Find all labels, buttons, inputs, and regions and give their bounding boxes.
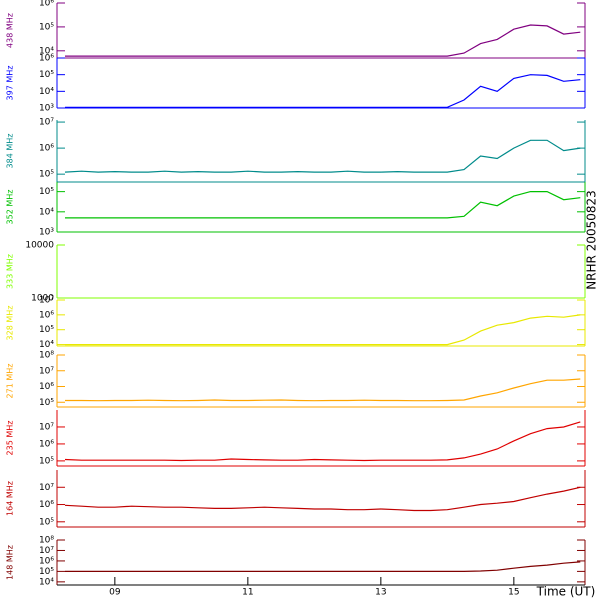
y-tick-label: 10000	[25, 241, 54, 251]
y-tick-label: 10⁵	[39, 22, 54, 32]
data-line	[65, 191, 581, 219]
y-axis-label: 333 MHz	[6, 254, 15, 289]
data-line	[65, 314, 581, 346]
data-line	[64, 486, 581, 512]
y-axis-label: 397 MHz	[6, 66, 15, 101]
y-tick-label: 10⁷	[39, 422, 54, 432]
y-axis-label: 352 MHz	[6, 190, 15, 225]
y-tick-label: 10⁷	[39, 296, 54, 306]
y-tick-label: 10⁵	[39, 325, 54, 335]
y-tick-label: 10⁶	[39, 556, 54, 566]
y-tick-label: 10⁴	[39, 340, 54, 350]
y-tick-label: 10⁸	[39, 536, 54, 546]
x-tick-label: 09	[109, 588, 121, 598]
y-tick-label: 10⁷	[39, 366, 54, 376]
y-tick-label: 10⁶	[39, 382, 54, 392]
y-axis-label: 438 MHz	[6, 13, 15, 48]
y-tick-label: 10⁶	[39, 0, 54, 9]
x-axis-label: Time (UT)	[536, 585, 596, 599]
data-line	[65, 74, 581, 108]
y-tick-label: 10³	[39, 104, 54, 114]
y-tick-label: 10⁴	[39, 46, 54, 56]
y-tick-label: 10⁵	[39, 398, 54, 408]
y-tick-label: 10⁶	[39, 500, 54, 510]
y-tick-label: 10⁴	[39, 87, 54, 97]
side-label: NRHR 20050823	[585, 190, 599, 290]
y-tick-label: 10⁶	[39, 310, 54, 320]
y-tick-label: 10⁵	[39, 456, 54, 466]
y-tick-label: 10⁷	[39, 483, 54, 493]
y-tick-label: 10⁷	[39, 546, 54, 556]
y-tick-label: 10⁵	[39, 187, 54, 197]
y-tick-label: 10⁴	[39, 577, 54, 587]
y-tick-label: 10⁶	[39, 144, 54, 154]
y-axis-label: 235 MHz	[6, 421, 15, 456]
y-axis-label: 271 MHz	[6, 364, 15, 399]
x-tick-label: 15	[508, 588, 519, 598]
y-tick-label: 10⁵	[39, 170, 54, 180]
y-tick-label: 10³	[39, 228, 54, 238]
y-tick-label: 10⁸	[39, 351, 54, 361]
x-tick-label: 13	[375, 588, 386, 598]
y-tick-label: 10⁶	[39, 54, 54, 64]
y-tick-label: 10⁶	[39, 439, 54, 449]
data-line	[65, 378, 581, 402]
y-axis-label: 328 MHz	[6, 306, 15, 341]
y-tick-label: 10⁵	[39, 567, 54, 577]
x-tick-label: 11	[242, 588, 253, 598]
y-tick-label: 10⁴	[39, 207, 54, 217]
data-line	[64, 139, 581, 173]
y-axis-label: 164 MHz	[6, 481, 15, 516]
data-line	[65, 561, 581, 572]
y-tick-label: 10⁷	[39, 118, 54, 128]
y-axis-label: 384 MHz	[6, 134, 15, 169]
y-axis-label: 148 MHz	[6, 545, 15, 580]
y-tick-label: 10⁵	[39, 517, 54, 527]
data-line	[65, 24, 581, 57]
data-line	[64, 421, 581, 462]
y-tick-label: 1000	[31, 294, 54, 304]
y-tick-label: 10⁵	[39, 70, 54, 80]
